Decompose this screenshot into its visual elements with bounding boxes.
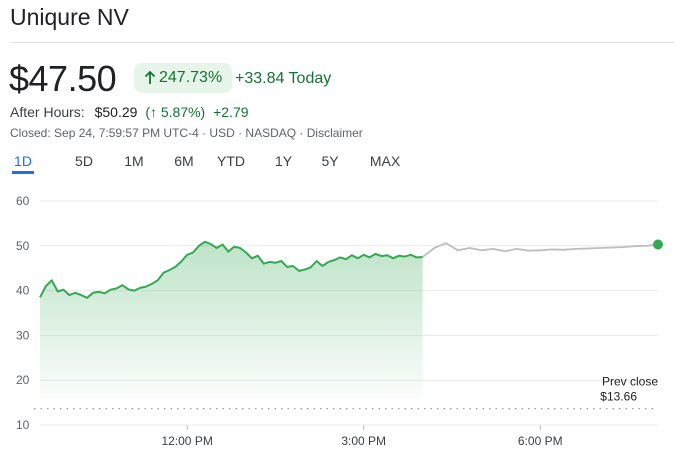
range-tabs: 1D 5D 1M 6M YTD 1Y 5Y MAX [12, 150, 401, 174]
arrow-up-icon [144, 71, 156, 84]
tab-1y[interactable]: 1Y [275, 153, 293, 169]
after-hours-label: After Hours: [10, 104, 85, 120]
change-percent: 247.73% [159, 69, 223, 86]
header-divider [10, 42, 674, 43]
market-status-line: Closed: Sep 24, 7:59:57 PM UTC-4 · USD ·… [10, 126, 363, 140]
y-tick-label: 30 [16, 328, 30, 342]
tab-1m[interactable]: 1M [124, 153, 144, 169]
regular-session-line [39, 240, 423, 299]
y-tick-label: 50 [16, 239, 30, 253]
after-hours-change: +2.79 [213, 104, 249, 120]
after-hours-percent: (↑ 5.87%) [145, 104, 206, 120]
current-price: $47.50 [9, 58, 117, 99]
after-hours-price: $50.29 [94, 104, 138, 120]
after-hours-line [422, 242, 659, 258]
tab-ytd[interactable]: YTD [217, 153, 245, 169]
tab-5d[interactable]: 5D [75, 153, 93, 169]
tab-6m[interactable]: 6M [174, 153, 194, 169]
x-tick-label: 6:00 PM [518, 434, 563, 448]
after-hours-row: After Hours: $50.29 (↑ 5.87%) +2.79 [10, 104, 249, 120]
y-tick-label: 40 [16, 284, 30, 298]
y-tick-label: 60 [16, 194, 30, 208]
stock-title: Uniqure NV [10, 4, 129, 30]
change-percent-badge: 247.73% [134, 63, 233, 93]
regular-session-area [40, 241, 423, 409]
x-tick-label: 3:00 PM [341, 434, 386, 448]
tab-max[interactable]: MAX [369, 153, 401, 169]
y-tick-label: 20 [16, 373, 30, 387]
latest-price-dot [653, 239, 663, 250]
change-today: +33.84 Today [235, 70, 332, 87]
price-chart[interactable]: 60 50 40 30 20 10 12:00 PM 3:00 PM 6:00 PM Prev c… [0, 182, 674, 456]
tab-5y[interactable]: 5Y [321, 153, 339, 169]
y-tick-label: 10 [16, 418, 30, 432]
prev-close-value: $13.66 [600, 390, 637, 404]
x-tick-label: 12:00 PM [161, 434, 212, 448]
prev-close-label: Prev close [602, 375, 658, 389]
tab-1d[interactable]: 1D [12, 150, 34, 174]
